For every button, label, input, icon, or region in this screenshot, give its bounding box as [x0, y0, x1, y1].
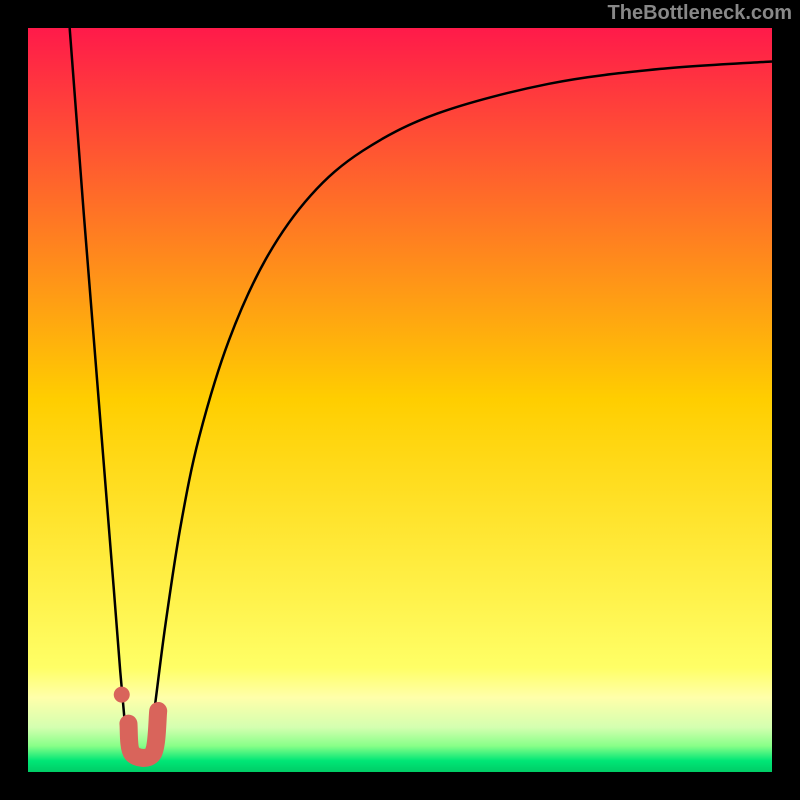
- chart-container: TheBottleneck.com: [0, 0, 800, 800]
- marker-dot: [114, 687, 130, 703]
- gradient-background: [28, 28, 772, 772]
- plot-area: [28, 28, 772, 772]
- chart-svg: [28, 28, 772, 772]
- watermark-text: TheBottleneck.com: [608, 2, 792, 25]
